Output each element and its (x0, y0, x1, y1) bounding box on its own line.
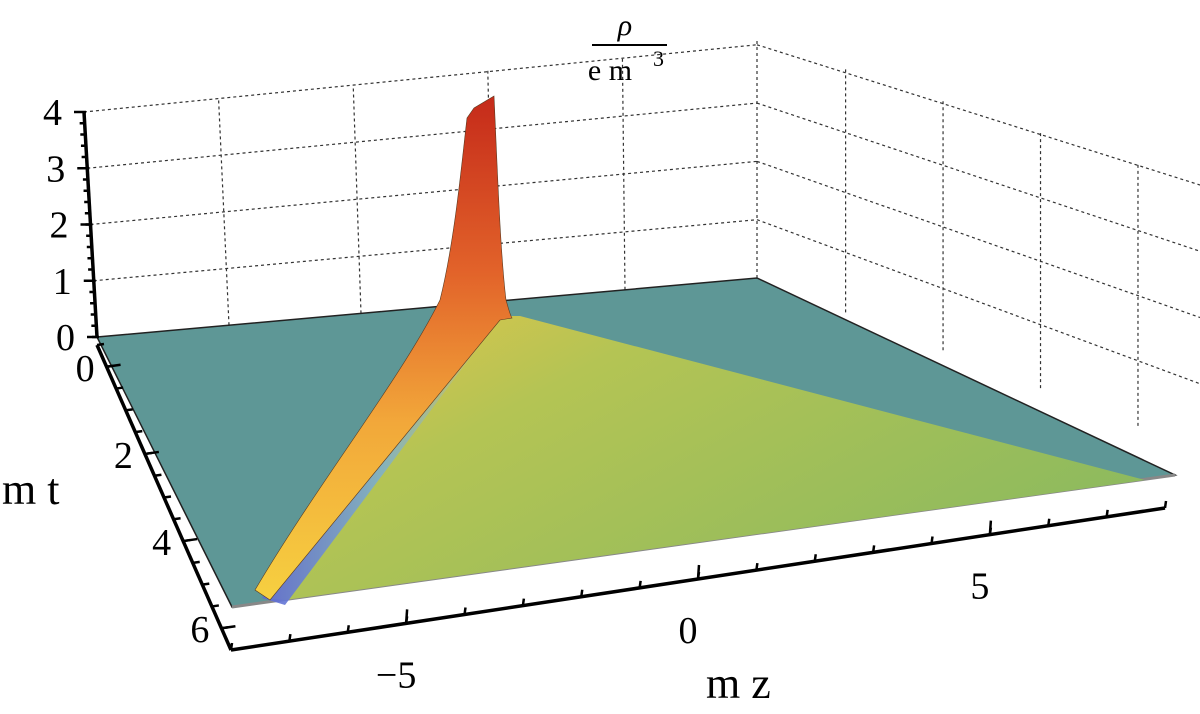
grid-rho-side-3 (756, 102, 1200, 252)
z-minor-tick (229, 642, 234, 651)
t-minor-tick (154, 473, 162, 477)
z-tick-label-0: 0 (679, 610, 698, 652)
tick-marks (74, 110, 1168, 652)
rho-tick-label-1: 1 (53, 261, 72, 303)
z-axis-label: m z (706, 659, 771, 708)
rho-axis-label: ρ e m 3 (588, 9, 667, 87)
rho-label-numerator: ρ (617, 9, 632, 42)
light-cone-region (264, 316, 1145, 600)
t-minor-tick (221, 625, 229, 630)
t-minor-tick (125, 408, 133, 412)
t-minor-tick (211, 604, 220, 608)
t-minor-tick (106, 364, 114, 369)
z-minor-tick (1105, 509, 1109, 518)
grid-rho-side-1 (756, 219, 1200, 385)
z-minor-tick (755, 562, 759, 571)
t-minor-tick (173, 517, 181, 521)
z-minor-tick (463, 607, 467, 615)
grid-rho-side-2 (756, 160, 1200, 319)
t-axis-label: m t (2, 465, 59, 514)
grid-back-vertical-3 (621, 56, 626, 290)
t-minor-tick (144, 451, 153, 456)
t-minor-tick (163, 495, 172, 499)
tick-labels: 0 1 2 3 4 0 2 4 6 −5 0 5 (43, 92, 989, 696)
rho-tick-label-4: 4 (43, 92, 62, 134)
z-minor-tick (871, 545, 876, 553)
grid-rho-side-4 (756, 44, 1200, 186)
z-minor-tick (521, 598, 526, 606)
rho-tick-label-0: 0 (56, 317, 75, 359)
z-minor-tick (288, 633, 292, 642)
grid-rho-back-4 (83, 44, 758, 113)
z-minor-tick (1047, 518, 1051, 526)
t-tick-label-0: 0 (76, 348, 95, 390)
t-tick-label-6: 6 (190, 609, 209, 651)
z-minor-tick (813, 554, 817, 562)
grid-back-vertical-0 (218, 99, 230, 326)
z-minor-tick (404, 616, 409, 624)
t-tick-label-2: 2 (114, 435, 133, 477)
rho-tick-label-3: 3 (46, 148, 65, 190)
z-tick-label--5: −5 (376, 654, 416, 696)
z-minor-tick (346, 625, 350, 633)
t-minor-tick (192, 560, 200, 565)
grid-rho-back-2 (90, 160, 758, 226)
t-minor-tick (202, 582, 210, 586)
t-minor-tick (182, 538, 191, 543)
rho-label-denominator: e m (588, 54, 632, 87)
z-minor-tick (638, 580, 642, 589)
grid-rho-back-1 (93, 219, 758, 282)
z-minor-tick (930, 536, 934, 544)
t-minor-tick (115, 386, 124, 390)
t-tick-label-4: 4 (152, 522, 171, 564)
t-minor-tick (135, 429, 143, 434)
z-minor-tick (988, 527, 993, 535)
ridge-peak (254, 95, 513, 601)
z-minor-tick (1163, 500, 1168, 509)
grid-rho-back-3 (87, 102, 758, 169)
rho-label-exponent: 3 (653, 46, 664, 71)
t-minor-tick (96, 342, 105, 347)
grid-back-vertical-1 (352, 85, 362, 314)
rho-tick-label-2: 2 (50, 205, 69, 247)
z-minor-tick (580, 589, 584, 597)
z-tick-label-5: 5 (970, 566, 989, 608)
z-minor-tick (696, 571, 701, 580)
